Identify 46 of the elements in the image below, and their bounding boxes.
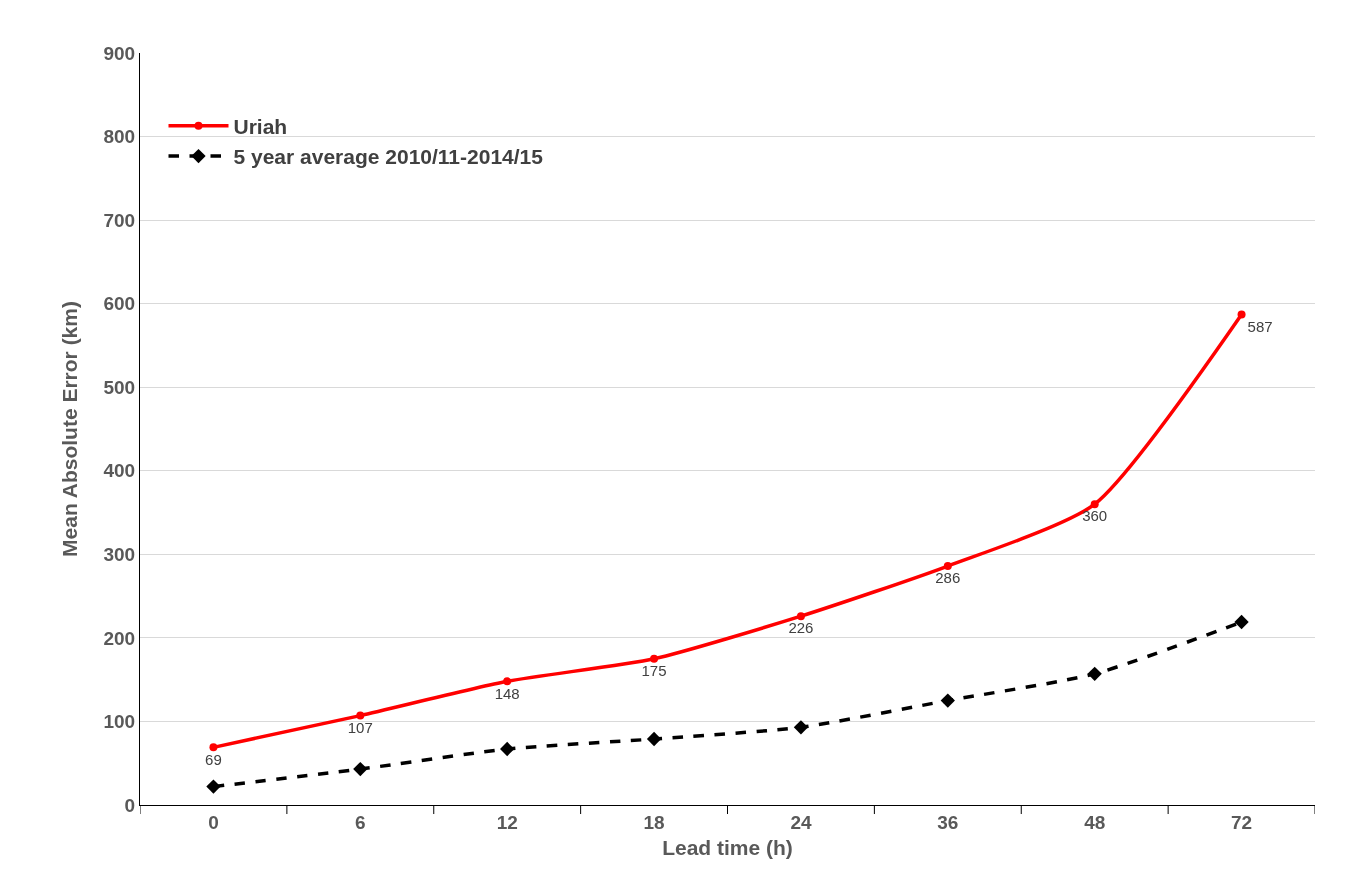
point	[1234, 614, 1249, 630]
legend-label: Uriah	[233, 114, 288, 138]
y-tick-label: 700	[103, 209, 136, 231]
point	[940, 693, 955, 708]
data-label: 360	[1082, 507, 1108, 525]
data-label: 587	[1247, 317, 1273, 335]
point	[356, 711, 365, 720]
x-tick-label: 6	[355, 811, 366, 833]
y-tick-label: 100	[103, 711, 136, 733]
point	[1237, 310, 1246, 319]
data-label: 107	[347, 718, 373, 736]
point	[1090, 500, 1099, 509]
x-tick-label: 18	[643, 811, 665, 833]
point	[796, 612, 805, 621]
legend-label: 5 year average 2010/11-2014/15	[233, 145, 544, 169]
x-tick-label: 12	[496, 811, 518, 833]
y-tick-label: 800	[103, 126, 136, 148]
point	[353, 761, 368, 777]
y-tick-label: 900	[103, 42, 136, 64]
point	[650, 654, 659, 663]
point	[206, 779, 221, 794]
data-label: 226	[788, 619, 814, 637]
x-tick-label: 0	[208, 811, 219, 833]
data-label: 148	[494, 684, 520, 702]
x-axis-title: Lead time (h)	[662, 836, 793, 859]
x-tick-label: 24	[790, 811, 812, 833]
x-tick-label: 72	[1230, 811, 1253, 833]
y-tick-label: 200	[103, 627, 136, 649]
data-label: 69	[205, 750, 222, 768]
point	[793, 720, 809, 735]
x-tick-label: 36	[937, 811, 959, 833]
point	[209, 743, 218, 752]
y-tick-label: 500	[103, 376, 136, 398]
point	[646, 731, 662, 747]
point	[943, 562, 952, 571]
point	[500, 741, 515, 757]
y-tick-label: 600	[103, 293, 136, 315]
y-tick-label: 300	[103, 543, 136, 565]
y-tick-label: 400	[103, 460, 136, 482]
y-axis-title: Mean Absolute Error (km)	[57, 301, 81, 557]
y-tick-label: 0	[124, 794, 136, 816]
point	[1087, 666, 1102, 681]
data-label: 175	[641, 662, 667, 680]
x-tick-label: 48	[1084, 811, 1106, 833]
point	[503, 677, 512, 686]
data-label: 286	[935, 569, 961, 587]
